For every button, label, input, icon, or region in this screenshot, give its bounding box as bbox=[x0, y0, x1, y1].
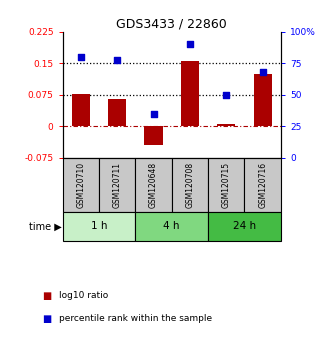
Bar bbox=[108, 99, 126, 126]
Text: GSM120715: GSM120715 bbox=[222, 162, 231, 208]
Bar bbox=[63, 212, 135, 241]
Point bbox=[260, 69, 265, 75]
Title: GDS3433 / 22860: GDS3433 / 22860 bbox=[116, 18, 227, 31]
Text: 24 h: 24 h bbox=[233, 221, 256, 231]
Bar bbox=[135, 158, 172, 212]
Text: 4 h: 4 h bbox=[163, 221, 180, 231]
Text: time ▶: time ▶ bbox=[29, 221, 62, 231]
Text: GSM120708: GSM120708 bbox=[186, 162, 195, 208]
Text: percentile rank within the sample: percentile rank within the sample bbox=[59, 314, 213, 323]
Text: GSM120711: GSM120711 bbox=[113, 162, 122, 208]
Bar bbox=[172, 158, 208, 212]
Text: ■: ■ bbox=[42, 291, 51, 301]
Bar bbox=[208, 158, 245, 212]
Bar bbox=[245, 158, 281, 212]
Point bbox=[115, 57, 120, 62]
Text: GSM120716: GSM120716 bbox=[258, 162, 267, 208]
Bar bbox=[72, 93, 90, 126]
Point bbox=[224, 92, 229, 98]
Point bbox=[187, 42, 193, 47]
Bar bbox=[144, 126, 163, 145]
Bar bbox=[217, 124, 235, 126]
Text: GSM120648: GSM120648 bbox=[149, 162, 158, 208]
Text: ■: ■ bbox=[42, 314, 51, 324]
Text: GSM120710: GSM120710 bbox=[76, 162, 85, 208]
Text: log10 ratio: log10 ratio bbox=[59, 291, 108, 300]
Text: 1 h: 1 h bbox=[91, 221, 107, 231]
Point bbox=[78, 54, 83, 60]
Bar bbox=[63, 158, 99, 212]
Bar bbox=[208, 212, 281, 241]
Bar bbox=[135, 212, 208, 241]
Bar bbox=[181, 61, 199, 126]
Point bbox=[151, 111, 156, 116]
Bar bbox=[254, 74, 272, 126]
Bar bbox=[99, 158, 135, 212]
